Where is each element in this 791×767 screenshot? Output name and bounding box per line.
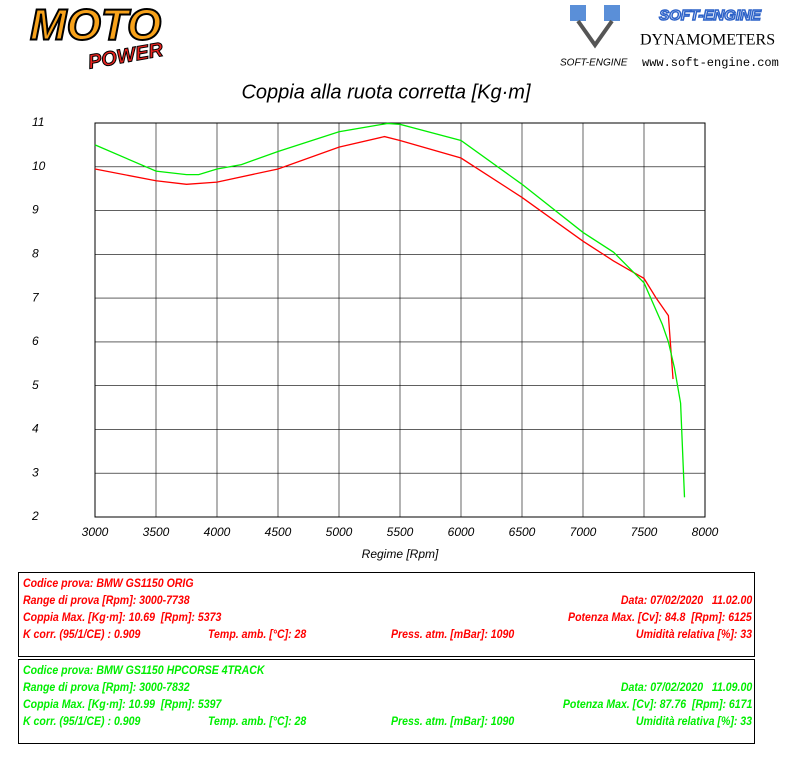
- x-tick-label: 6000: [448, 525, 475, 539]
- x-tick-label: 5500: [387, 525, 414, 539]
- test-field: Temp. amb. [°C]: 28: [208, 627, 307, 641]
- x-tick-label: 3000: [82, 525, 109, 539]
- data-line: [94, 122, 686, 498]
- maker: SOFT-ENGINE: [659, 7, 762, 24]
- y-tick-label: 7: [32, 290, 40, 304]
- test-field: Range di prova [Rpm]: 3000-7832: [23, 680, 190, 694]
- x-tick-label: 4000: [204, 525, 231, 539]
- x-tick-label: 3500: [143, 525, 170, 539]
- x-tick-label: 8000: [692, 525, 719, 539]
- y-tick-label: 3: [32, 465, 39, 479]
- x-axis-label: Regime [Rpm]: [362, 547, 439, 561]
- test-field: K corr. (95/1/CE) : 0.909: [23, 714, 141, 728]
- test-field: Potenza Max. [Cv]: 87.76 [Rpm]: 6171: [562, 697, 752, 711]
- icon: [604, 5, 620, 21]
- data-line: [94, 135, 674, 380]
- icon: [570, 5, 586, 21]
- x-tick-label: 7500: [631, 525, 658, 539]
- y-tick-label: 2: [31, 509, 39, 523]
- x-tick-label: 5000: [326, 525, 353, 539]
- y-tick-label: 9: [32, 203, 39, 217]
- x-tick-label: 7000: [570, 525, 597, 539]
- chart-title: Coppia alla ruota corretta [Kg·m]: [241, 81, 530, 103]
- x-tick-label: 6500: [509, 525, 536, 539]
- y-tick-label: 8: [32, 247, 39, 261]
- y-tick-label: 10: [32, 159, 46, 173]
- test-field: K corr. (95/1/CE) : 0.909: [23, 627, 141, 641]
- test-field: Coppia Max. [Kg·m]: 10.99 [Rpm]: 5397: [23, 697, 222, 711]
- test-field: Potenza Max. [Cv]: 84.8 [Rpm]: 6125: [568, 610, 752, 624]
- test-field: Umidità relativa [%]: 33: [635, 714, 752, 728]
- test-box: Codice prova: BMW GS1150 HPCORSE 4TRACK R…: [18, 659, 755, 744]
- test-field: Codice prova: BMW GS1150 HPCORSE 4TRACK: [23, 663, 265, 677]
- website: www.soft-engine.com: [642, 56, 779, 70]
- soft-engine-logo: SOFT-ENGINE DYNAMOMETERS SOFT-ENGINE www…: [560, 5, 779, 70]
- y-tick-label: 4: [32, 422, 39, 436]
- y-tick-label: 5: [32, 378, 39, 392]
- test-field: Codice prova: BMW GS1150 ORIG: [23, 576, 194, 590]
- test-field: Press. atm. [mBar]: 1090: [391, 627, 515, 641]
- test-field: Data: 07/02/2020 11.09.00: [620, 680, 752, 694]
- test-field: Press. atm. [mBar]: 1090: [391, 714, 515, 728]
- y-tick-label: 11: [32, 115, 44, 129]
- test-field: Temp. amb. [°C]: 28: [208, 714, 307, 728]
- y-tick-label: 6: [32, 334, 39, 348]
- maker-small: SOFT-ENGINE: [560, 58, 628, 69]
- maker-line: DYNAMOMETERS: [640, 32, 775, 49]
- test-field: Coppia Max. [Kg·m]: 10.69 [Rpm]: 5373: [23, 610, 222, 624]
- brand: MOTO: [30, 1, 161, 50]
- test-box: Codice prova: BMW GS1150 ORIG Range di pr…: [18, 572, 755, 657]
- icon: [576, 19, 614, 49]
- x-tick-label: 4500: [265, 525, 292, 539]
- test-field: Range di prova [Rpm]: 3000-7738: [23, 593, 190, 607]
- moto-power-logo: MOTO POWER: [29, 0, 166, 74]
- test-field: Data: 07/02/2020 11.02.00: [620, 593, 752, 607]
- test-field: Umidità relativa [%]: 33: [635, 627, 752, 641]
